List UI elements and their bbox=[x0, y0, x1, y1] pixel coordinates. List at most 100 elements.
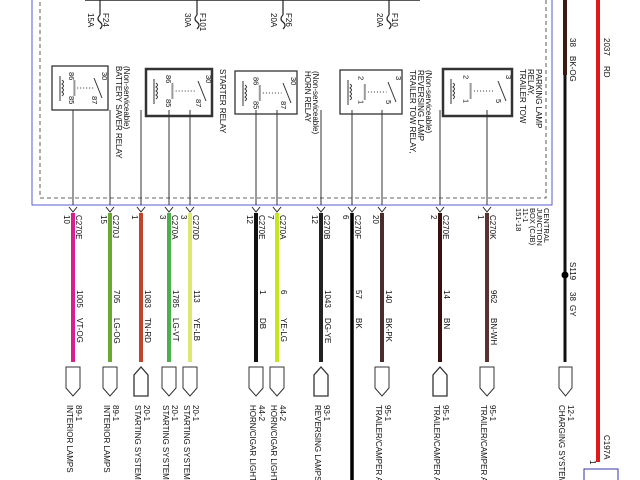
dest-label: REVERSING LAMPS bbox=[313, 405, 322, 480]
circuit-number: 6 bbox=[279, 290, 288, 295]
connector-id: C197A bbox=[602, 435, 611, 460]
dest-label: INTERIOR LAMPS bbox=[65, 405, 74, 473]
pin-label: 85 bbox=[67, 96, 76, 104]
fuse-rating: 15A bbox=[86, 13, 95, 28]
relay: 86 85 30 87 HORN RELAY (Non-serviceable) bbox=[234, 70, 320, 134]
connector-down bbox=[374, 366, 390, 397]
coil-icon bbox=[153, 79, 158, 104]
arrow-icon bbox=[136, 206, 146, 213]
cjb-outline bbox=[31, 0, 553, 206]
relay-note: (Non-serviceable) bbox=[122, 66, 131, 129]
connector-down bbox=[479, 366, 495, 397]
pin-label: 2 bbox=[357, 76, 366, 80]
arrow-icon bbox=[435, 206, 445, 213]
wire-color-code: LG-VT bbox=[171, 318, 180, 342]
wire-color-code: BN bbox=[442, 318, 451, 329]
dest-label: HORN/CIGAR LIGHT bbox=[248, 405, 257, 480]
coil-icon bbox=[242, 81, 247, 106]
pin-number: 6 bbox=[341, 215, 350, 220]
connector-id: C270E bbox=[74, 215, 83, 239]
pin-number: 1 bbox=[588, 460, 597, 465]
dest-code: 95-1 bbox=[383, 405, 392, 422]
pin-label: 5 bbox=[384, 100, 393, 104]
pin-label: 86 bbox=[164, 75, 173, 83]
connector-down bbox=[65, 366, 81, 397]
arrow-icon bbox=[185, 206, 195, 213]
pin-label: 87 bbox=[279, 101, 288, 109]
circuit-number: 1043 bbox=[323, 290, 332, 308]
dest-code: 20-1 bbox=[191, 405, 200, 422]
dest-code: 95-1 bbox=[441, 405, 450, 422]
wire-color-code: DG-YE bbox=[323, 318, 332, 343]
relay-title: REVERSING LAMP bbox=[416, 70, 425, 141]
power-wire: 2037 RD C197A 1 bbox=[583, 0, 619, 480]
pin-label: 2 bbox=[462, 75, 471, 79]
wire-color-code: GY bbox=[568, 305, 577, 317]
relay-title: TRAILER TOW bbox=[518, 69, 527, 124]
component-box bbox=[583, 468, 619, 480]
connector-up bbox=[313, 366, 329, 397]
wire-color-code: YE-LG bbox=[279, 318, 288, 342]
coil-icon bbox=[59, 76, 64, 101]
arrow-icon bbox=[68, 206, 78, 213]
pin-label: 1 bbox=[462, 99, 471, 103]
wire-color-code: BK-OG bbox=[568, 56, 577, 82]
pin-number: 7 bbox=[266, 215, 275, 220]
splice-s119 bbox=[561, 271, 569, 279]
pin-number: 1 bbox=[130, 215, 139, 220]
pin-label: 3 bbox=[394, 76, 403, 80]
pin-label: 3 bbox=[504, 75, 513, 79]
pin-label: 87 bbox=[90, 96, 99, 104]
pin-label: 86 bbox=[252, 77, 261, 85]
fuse-name: F26 bbox=[284, 13, 293, 27]
relay-title: PARKING LAMP bbox=[534, 69, 543, 128]
dest-label: TRAILER/CAMPER A bbox=[374, 405, 383, 480]
fuse-rating: 20A bbox=[375, 13, 384, 28]
relay: 86 85 30 87 BATTERY SAVER RELAY (Non-servicea… bbox=[51, 65, 131, 159]
connector-id: C270A bbox=[278, 215, 287, 240]
relay: 2 1 3 5 TRAILER TOW RELAY, PARKING LAMP bbox=[441, 67, 543, 128]
fuse-f10: F10 20A bbox=[375, 0, 399, 30]
dest-label: TRAILER/CAMPER A bbox=[432, 405, 441, 480]
dest-code: 44-2 bbox=[257, 405, 266, 422]
relay-title: BATTERY SAVER RELAY bbox=[114, 66, 123, 159]
dest-label: CHARGING SYSTEM bbox=[557, 405, 566, 480]
pin-number: 3 bbox=[158, 215, 167, 220]
dest-code: 89-1 bbox=[74, 405, 83, 422]
dest-code: 89-1 bbox=[111, 405, 120, 422]
dest-label: STARTING SYSTEM bbox=[182, 405, 191, 480]
cjb-label-line: JUNCTION bbox=[535, 208, 544, 246]
switch-icon bbox=[282, 82, 292, 104]
pin-number: 12 bbox=[310, 215, 319, 224]
pin-label: 85 bbox=[164, 99, 173, 107]
fuse-name: F101 bbox=[198, 13, 207, 32]
fuse-name: F24 bbox=[101, 13, 110, 27]
fuse-icon bbox=[280, 14, 286, 30]
cjb-label-line: 11-1 bbox=[521, 208, 530, 222]
cjb-label-line: 151-18 bbox=[514, 208, 523, 231]
arrow-icon bbox=[251, 206, 261, 213]
pin-number: 1 bbox=[476, 215, 485, 220]
relay-title: STARTER RELAY bbox=[218, 69, 227, 134]
fuse-f101: F101 30A bbox=[183, 0, 207, 32]
fuse-rating: 20A bbox=[269, 13, 278, 28]
relay: 86 85 30 87 STARTER RELAY bbox=[144, 67, 227, 134]
switch-icon bbox=[93, 77, 103, 99]
fuse-name: F10 bbox=[390, 13, 399, 27]
dest-label: TRAILER/CAMPER A bbox=[479, 405, 488, 480]
circuit-number: 1005 bbox=[75, 290, 84, 308]
pin-label: 87 bbox=[194, 99, 203, 107]
circuit-number: 57 bbox=[354, 290, 363, 299]
pin-label: 30 bbox=[100, 72, 109, 80]
pin-number: 20 bbox=[371, 215, 380, 224]
dest-code: 12-1 bbox=[566, 405, 575, 422]
circuit-number: 38 bbox=[568, 292, 577, 301]
